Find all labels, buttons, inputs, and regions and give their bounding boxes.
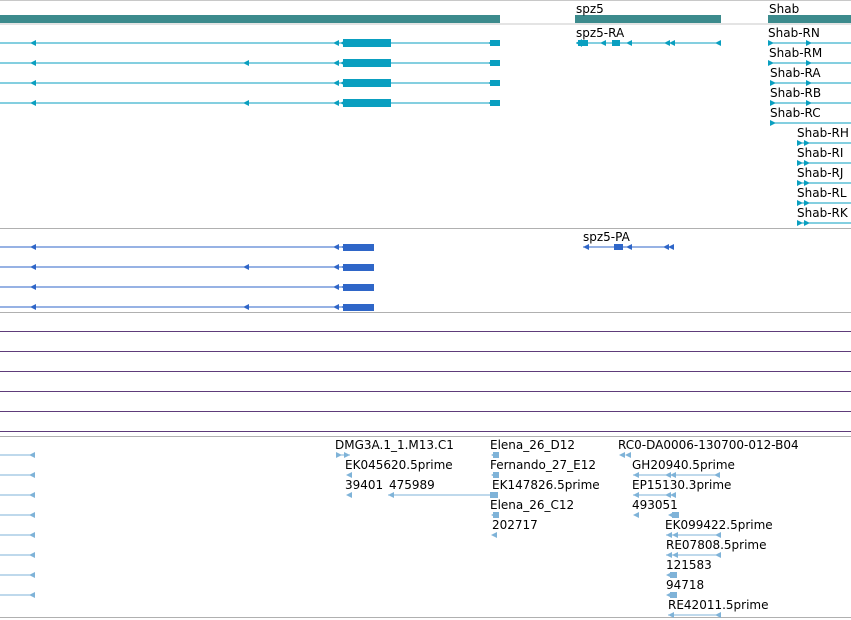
- est-label-rc0[interactable]: RC0-DA0006-130700-012-B04: [618, 438, 799, 452]
- transcript-left-3[interactable]: [0, 79, 500, 87]
- protein-track: [0, 244, 674, 311]
- transcript-shab-ri[interactable]: [797, 160, 851, 166]
- protein-left-3[interactable]: [0, 284, 374, 291]
- est-feature-re42011[interactable]: [668, 612, 721, 618]
- protein-label-spz5-pa[interactable]: spz5-PA: [583, 230, 630, 244]
- transcript-shab-rn[interactable]: [768, 40, 851, 46]
- protein-left-1[interactable]: [0, 244, 374, 251]
- protein-spz5-pa[interactable]: [583, 244, 674, 250]
- transcript-label-shab-rb[interactable]: Shab-RB: [770, 86, 822, 100]
- est-label-ek147826[interactable]: EK147826.5prime: [492, 478, 600, 492]
- transcript-shab-rh[interactable]: [797, 140, 851, 146]
- transcript-label-spz5-ra[interactable]: spz5-RA: [576, 26, 625, 40]
- est-feature-ek099422[interactable]: [666, 532, 721, 538]
- transcript-label-shab-rc[interactable]: Shab-RC: [770, 106, 821, 120]
- est-label-475989[interactable]: 475989: [389, 478, 435, 492]
- est-label-ek099422[interactable]: EK099422.5prime: [665, 518, 773, 532]
- transcript-label-shab-ri[interactable]: Shab-RI: [797, 146, 844, 160]
- est-feature-dmg3a[interactable]: [336, 452, 350, 458]
- est-label-121583[interactable]: 121583: [666, 558, 712, 572]
- transcript-label-shab-ra[interactable]: Shab-RA: [770, 66, 821, 80]
- est-feature-475989[interactable]: [388, 492, 498, 498]
- protein-left-4[interactable]: [0, 304, 374, 311]
- transcript-label-shab-rh[interactable]: Shab-RH: [797, 126, 849, 140]
- est-feature-94718[interactable]: [666, 592, 677, 598]
- transcript-label-shab-rm[interactable]: Shab-RM: [769, 46, 823, 60]
- est-label-re07808[interactable]: RE07808.5prime: [666, 538, 767, 552]
- transcript-spz5-ra[interactable]: [576, 39, 721, 47]
- transcript-shab-rl[interactable]: [797, 200, 851, 206]
- gene-feature-shab[interactable]: [768, 15, 851, 23]
- transcript-label-shab-rl[interactable]: Shab-RL: [797, 186, 847, 200]
- transcript-shab-rj[interactable]: [797, 180, 851, 186]
- est-label-493051[interactable]: 493051: [632, 498, 678, 512]
- transcript-label-shab-rj[interactable]: Shab-RJ: [797, 166, 844, 180]
- sequence-track: [0, 331, 851, 432]
- est-feature-elena26c12[interactable]: [491, 512, 499, 518]
- track-dividers: [0, 23, 851, 618]
- est-feature-202717[interactable]: [491, 532, 497, 538]
- est-feature-ek045620[interactable]: [346, 472, 352, 478]
- est-feature-gh20940[interactable]: [633, 472, 720, 478]
- est-label-dmg3a[interactable]: DMG3A.1_1.M13.C1: [335, 438, 454, 452]
- est-label-39401[interactable]: 39401: [345, 478, 384, 492]
- est-feature-fernando27e12[interactable]: [491, 472, 499, 478]
- transcript-left-4[interactable]: [0, 99, 500, 107]
- est-label-fernando27e12[interactable]: Fernando_27_E12: [490, 458, 596, 472]
- est-label-94718[interactable]: 94718: [666, 578, 705, 592]
- est-feature-elena26d12[interactable]: [491, 452, 499, 458]
- transcript-shab-rm[interactable]: [768, 60, 851, 66]
- protein-left-2[interactable]: [0, 264, 374, 271]
- est-label-re42011[interactable]: RE42011.5prime: [668, 598, 769, 612]
- est-feature-493051[interactable]: [633, 512, 679, 518]
- transcript-shab-ra[interactable]: [770, 80, 851, 86]
- est-track: [0, 452, 721, 618]
- transcript-shab-rk[interactable]: [797, 220, 851, 226]
- est-label-elena26d12[interactable]: Elena_26_D12: [490, 438, 576, 452]
- transcript-label-shab-rk[interactable]: Shab-RK: [797, 206, 848, 220]
- est-feature-re07808[interactable]: [666, 552, 721, 558]
- est-feature-rc0[interactable]: [619, 452, 631, 458]
- gene-label-shab[interactable]: Shab: [769, 2, 800, 16]
- est-label-ep15130[interactable]: EP15130.3prime: [632, 478, 732, 492]
- transcript-shab-rb[interactable]: [770, 100, 851, 106]
- est-left-rows[interactable]: [0, 452, 35, 598]
- est-label-elena26c12[interactable]: Elena_26_C12: [490, 498, 575, 512]
- gene-feature-spz5[interactable]: [575, 15, 721, 23]
- est-feature-ep15130[interactable]: [633, 492, 676, 498]
- est-label-202717[interactable]: 202717: [492, 518, 538, 532]
- transcript-left-2[interactable]: [0, 59, 500, 67]
- est-feature-39401[interactable]: [346, 492, 352, 498]
- est-label-gh20940[interactable]: GH20940.5prime: [632, 458, 735, 472]
- gene-label-spz5[interactable]: spz5: [576, 2, 604, 16]
- gene-track: [0, 0, 851, 23]
- transcript-left-1[interactable]: [0, 39, 500, 47]
- transcript-shab-rc[interactable]: [770, 120, 851, 126]
- est-label-ek045620[interactable]: EK045620.5prime: [345, 458, 453, 472]
- transcript-label-shab-rn[interactable]: Shab-RN: [768, 26, 820, 40]
- transcript-track: [0, 39, 851, 226]
- est-feature-121583[interactable]: [666, 572, 677, 578]
- gene-feature-left[interactable]: [0, 15, 500, 23]
